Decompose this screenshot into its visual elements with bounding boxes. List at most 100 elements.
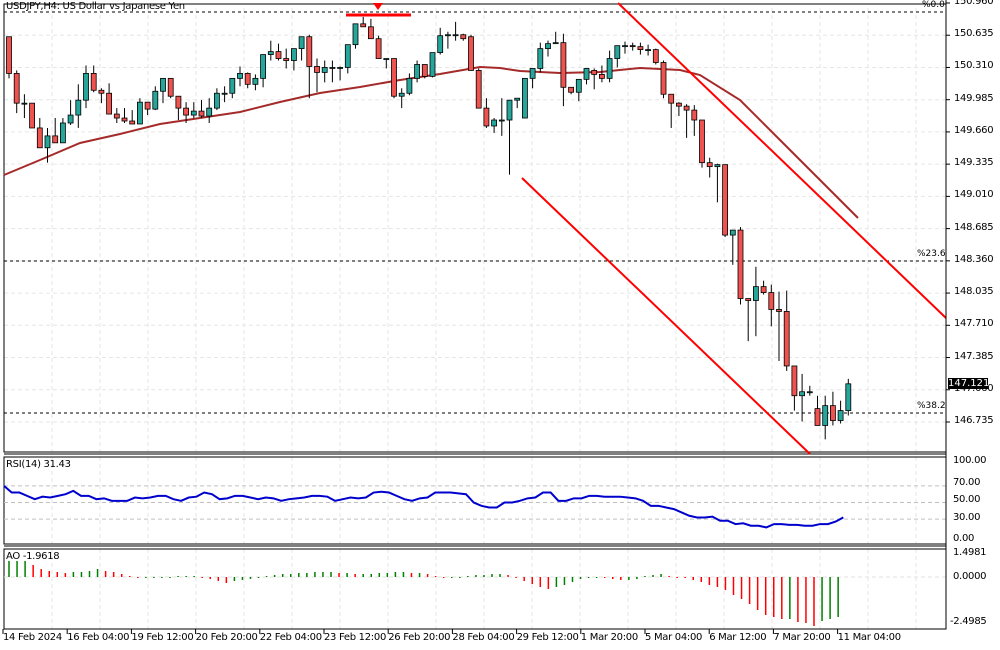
- candle-body: [837, 410, 844, 421]
- candle-body: [329, 67, 336, 69]
- candle-body: [768, 292, 775, 310]
- candle-body: [267, 51, 274, 55]
- moving-average-line: [3, 65, 859, 219]
- candle-body: [337, 67, 344, 69]
- candle-body: [144, 101, 151, 110]
- rsi-line: [3, 485, 844, 529]
- candle-body: [314, 66, 320, 73]
- candle-body: [514, 97, 521, 101]
- ao-tick-label: 0.0000: [953, 571, 987, 582]
- candle-body: [352, 23, 359, 46]
- candle-body: [614, 45, 621, 59]
- fibo-level-label: %38.2: [917, 401, 946, 411]
- candle-body: [637, 46, 644, 51]
- candle-body: [321, 67, 328, 73]
- time-tick-label: 23 Feb 12:00: [324, 632, 387, 643]
- candle-body: [814, 408, 821, 426]
- candle-body: [483, 107, 490, 127]
- ao-panel-border: [3, 548, 947, 630]
- time-tick-label: 6 Mar 12:00: [709, 632, 767, 643]
- time-tick-label: 19 Feb 12:00: [131, 632, 194, 643]
- candle-body: [622, 45, 628, 48]
- candle-body: [6, 36, 12, 74]
- price-tick-label: 149.660: [954, 124, 994, 136]
- price-tick-label: 148.035: [954, 286, 994, 298]
- candle-body: [599, 74, 605, 79]
- candle-body: [444, 34, 451, 37]
- candle-body: [175, 95, 182, 109]
- ao-tick-label: 1.4981: [953, 547, 987, 558]
- candle-body: [745, 298, 752, 301]
- price-tick-label: 149.335: [954, 157, 994, 169]
- candle-body: [298, 36, 305, 50]
- candle-body: [729, 229, 736, 236]
- rsi-tick-label: 70.00: [953, 477, 981, 488]
- price-tick-label: 149.985: [954, 92, 994, 104]
- time-tick-label: 28 Feb 04:00: [452, 632, 515, 643]
- time-tick-label: 29 Feb 12:00: [516, 632, 579, 643]
- rsi-tick-label: 0.00: [953, 533, 975, 544]
- candle-body: [722, 164, 728, 236]
- candle-body: [498, 119, 505, 122]
- candle-body: [783, 311, 790, 367]
- candle-body: [375, 38, 382, 59]
- candle-body: [290, 48, 297, 61]
- candle-body: [537, 48, 544, 69]
- rsi-tick-label: 30.00: [953, 512, 981, 523]
- channel-lower-line: [521, 177, 811, 455]
- candle-body: [198, 110, 205, 117]
- candle-body: [21, 102, 28, 105]
- fibo-level-label: %0.0: [922, 0, 945, 10]
- candle-body: [44, 135, 51, 149]
- candle-body: [183, 107, 190, 116]
- candle-body: [529, 68, 536, 79]
- candle-body: [36, 127, 43, 149]
- candle-body: [60, 122, 66, 144]
- candle-body: [560, 42, 567, 88]
- time-tick-label: 5 Mar 04:00: [645, 632, 703, 643]
- candle-body: [129, 120, 136, 125]
- candle-body: [391, 58, 397, 97]
- candle-body: [676, 102, 682, 107]
- candle-body: [568, 86, 574, 93]
- time-tick-label: 11 Mar 04:00: [837, 632, 901, 643]
- rsi-tick-label: 50.00: [953, 494, 981, 505]
- candle-body: [152, 90, 159, 110]
- chart-title: USDJPY,H4: US Dollar vs Japanese Yen: [6, 1, 185, 12]
- candle-body: [706, 162, 713, 168]
- candle-body: [645, 49, 651, 52]
- candle-body: [121, 117, 128, 122]
- candle-body: [90, 73, 97, 91]
- candle-body: [822, 405, 829, 426]
- candle-body: [213, 92, 220, 109]
- candle-body: [753, 286, 759, 301]
- candle-body: [460, 34, 467, 40]
- candle-body: [306, 36, 313, 67]
- candle-body: [699, 119, 705, 164]
- candle-body: [398, 92, 405, 97]
- current-price-tag: 147.121: [948, 378, 990, 389]
- candle-body: [283, 58, 290, 61]
- time-tick-label: 20 Feb 20:00: [195, 632, 258, 643]
- price-tick-label: 147.710: [954, 318, 994, 330]
- candle-body: [683, 105, 690, 111]
- candle-body: [414, 64, 421, 79]
- candle-body: [545, 43, 551, 50]
- candle-body: [206, 107, 213, 117]
- candle-body: [468, 36, 474, 71]
- candle-body: [160, 77, 166, 92]
- candle-body: [252, 77, 259, 85]
- candle-body: [591, 70, 598, 75]
- candle-body: [522, 77, 528, 119]
- main-panel-border: [3, 3, 947, 453]
- candle-body: [806, 391, 813, 394]
- candle-body: [237, 73, 243, 79]
- candle-body: [491, 119, 498, 127]
- time-tick-label: 22 Feb 04:00: [259, 632, 322, 643]
- candle-body: [383, 58, 390, 60]
- candle-body: [429, 52, 436, 77]
- candle-body: [106, 92, 112, 115]
- candle-body: [244, 73, 251, 85]
